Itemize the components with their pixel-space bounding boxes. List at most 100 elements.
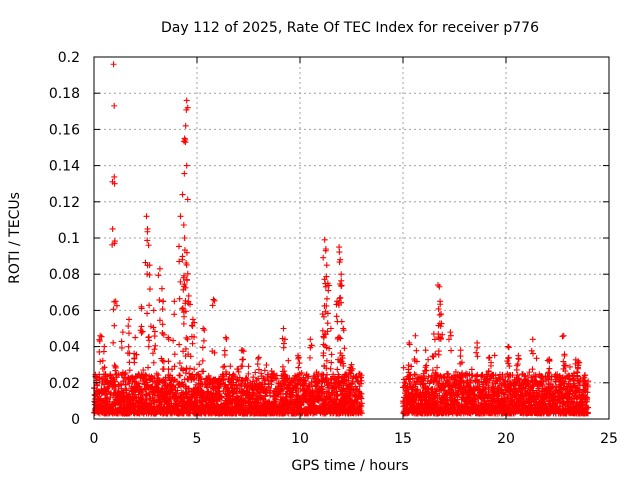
roti-point: [254, 361, 261, 368]
roti-point: [171, 363, 178, 370]
roti-point: [142, 371, 149, 378]
roti-point: [112, 378, 119, 385]
roti-point: [220, 364, 227, 371]
roti-point: [473, 349, 480, 356]
roti-point: [505, 344, 512, 351]
roti-point: [160, 298, 167, 305]
roti-point: [245, 363, 252, 370]
roti-point: [185, 292, 192, 299]
roti-point: [207, 375, 214, 382]
roti-point: [457, 353, 464, 360]
roti-point: [533, 355, 540, 362]
roti-point: [150, 359, 157, 366]
roti-point: [425, 356, 432, 363]
roti-point: [191, 375, 198, 382]
roti-point: [262, 381, 269, 388]
roti-point: [333, 313, 340, 320]
roti-point: [288, 378, 295, 385]
roti-point: [239, 356, 246, 363]
roti-point: [200, 388, 207, 395]
roti-point: [145, 333, 152, 340]
roti-point: [118, 344, 125, 351]
roti-point: [159, 366, 166, 373]
roti-point: [338, 277, 345, 284]
roti-point: [221, 363, 228, 370]
roti-point: [171, 298, 178, 305]
roti-point: [546, 365, 553, 372]
roti-point: [111, 102, 118, 109]
roti-point: [338, 318, 345, 325]
roti-point: [258, 370, 265, 377]
roti-point: [200, 368, 207, 375]
roti-point: [323, 262, 330, 269]
roti-point: [110, 339, 117, 346]
roti-point: [120, 378, 127, 385]
roti-point: [324, 371, 331, 378]
roti-point: [156, 317, 163, 324]
roti-point: [183, 97, 190, 104]
roti-point: [445, 370, 452, 377]
roti-point: [321, 236, 328, 243]
roti-point: [273, 400, 280, 407]
roti-point: [413, 347, 420, 354]
roti-point: [182, 122, 189, 129]
roti-point: [422, 347, 429, 354]
roti-point: [155, 272, 162, 279]
roti-point: [97, 332, 104, 339]
roti-point: [199, 344, 206, 351]
roti-point: [179, 191, 186, 198]
roti-point: [245, 370, 252, 377]
roti-point: [174, 387, 181, 394]
roti-point: [210, 296, 217, 303]
roti-point: [145, 242, 152, 249]
roti-point: [165, 358, 172, 365]
roti-point: [559, 333, 566, 340]
roti-point: [323, 295, 330, 302]
roti-point: [158, 285, 165, 292]
roti-point: [156, 297, 163, 304]
data-points: [91, 61, 592, 417]
roti-point: [144, 310, 151, 317]
roti-point: [255, 354, 262, 361]
roti-point: [560, 332, 567, 339]
roti-point: [348, 361, 355, 368]
roti-point: [183, 162, 190, 169]
roti-point: [158, 401, 165, 408]
roti-point: [307, 336, 314, 343]
roti-point: [223, 336, 230, 343]
roti-point: [113, 374, 120, 381]
roti-point: [337, 294, 344, 301]
roti-point: [486, 354, 493, 361]
roti-point: [165, 366, 172, 373]
roti-point: [110, 306, 117, 313]
roti-point: [140, 367, 147, 374]
roti-point: [94, 382, 101, 389]
roti-point: [328, 351, 335, 358]
roti-point: [513, 362, 520, 369]
roti-point: [107, 371, 114, 378]
roti-point: [119, 329, 126, 336]
roti-point: [104, 395, 111, 402]
roti-point: [150, 307, 157, 314]
roti-point: [227, 363, 234, 370]
roti-point: [122, 370, 129, 377]
roti-point: [435, 348, 442, 355]
roti-point: [177, 213, 184, 220]
roti-point: [124, 350, 131, 357]
roti-point: [261, 367, 268, 374]
roti-point: [280, 325, 287, 332]
roti-point: [92, 392, 99, 399]
roti-point: [327, 365, 334, 372]
roti-point: [125, 330, 132, 337]
roti-point: [159, 306, 166, 313]
roti-point: [180, 221, 187, 228]
roti-point: [255, 355, 262, 362]
roti-point: [196, 361, 203, 368]
roti-point: [175, 243, 182, 250]
roti-point: [474, 353, 481, 360]
roti-point: [574, 369, 581, 376]
roti-point: [234, 393, 241, 400]
roti-point: [561, 362, 568, 369]
roti-point: [144, 225, 151, 232]
